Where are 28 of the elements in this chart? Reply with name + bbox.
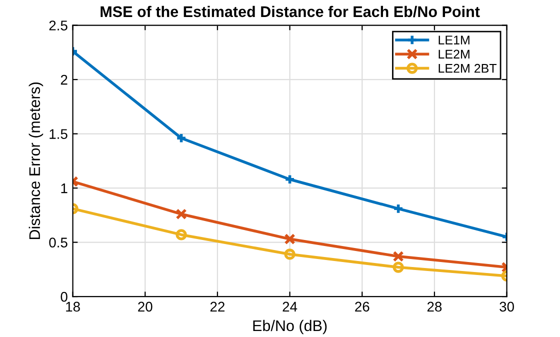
point [284, 233, 296, 245]
point [392, 203, 404, 214]
x-axis-title: Eb/No (dB) [253, 320, 327, 334]
legend-label: LE1M [438, 36, 470, 44]
y-axis-title: Distance Error (meters) [28, 82, 44, 240]
point [284, 174, 296, 185]
y-tick-label: 2.5 [49, 20, 68, 30]
x-tick-label: 20 [138, 302, 152, 312]
legend-label: LE2M [438, 50, 470, 58]
x-tick-label: 18 [66, 302, 80, 312]
y-tick-label: 0.5 [49, 238, 68, 248]
point [392, 262, 404, 273]
y-tick-label: 1.5 [50, 129, 68, 139]
y-tick-label: 0 [60, 292, 68, 302]
point [176, 132, 187, 144]
x-tick-label: 26 [355, 302, 370, 312]
point [392, 250, 404, 262]
y-tick-label: 1 [61, 184, 68, 194]
legend-label: LE2M 2BT [438, 64, 497, 73]
point [176, 229, 187, 240]
x-tick-label: 24 [282, 302, 298, 312]
point [176, 208, 187, 220]
point [284, 248, 296, 260]
x-tick-label: 28 [427, 302, 442, 312]
x-tick-label: 30 [500, 302, 514, 312]
x-tick-label: 22 [210, 302, 224, 312]
y-tick-label: 2 [60, 74, 68, 85]
chart-title: MSE of the Estimated Distance for Each Eb/No Point [100, 6, 480, 18]
